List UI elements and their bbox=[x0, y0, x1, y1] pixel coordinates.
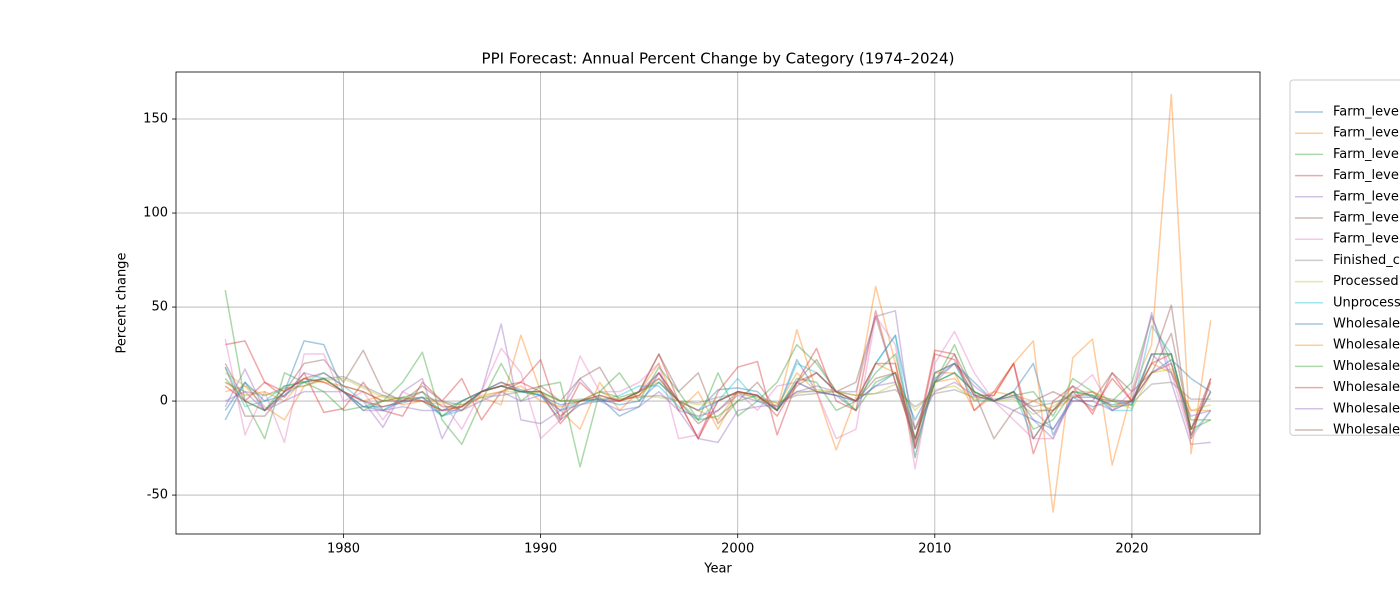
x-tick-label: 1980 bbox=[327, 542, 360, 557]
series-line bbox=[224, 289, 1211, 468]
legend-label: Wholesale bbox=[1333, 317, 1400, 332]
legend-label: Finished_c bbox=[1333, 253, 1400, 268]
legend-label: Processed bbox=[1333, 274, 1399, 289]
legend-label: Wholesale bbox=[1333, 380, 1400, 395]
series-line bbox=[224, 368, 1211, 415]
legend-label: Farm_leve bbox=[1333, 189, 1399, 204]
y-tick-label: 50 bbox=[151, 300, 168, 315]
legend-label: Wholesale bbox=[1333, 423, 1400, 438]
grid-layer bbox=[176, 72, 1260, 534]
series-line bbox=[224, 353, 1211, 431]
x-tick-label: 1990 bbox=[524, 542, 557, 557]
series-line bbox=[225, 310, 1212, 455]
x-tick-label: 2020 bbox=[1115, 542, 1148, 557]
legend-label: Farm_leve bbox=[1333, 168, 1399, 183]
legend-box bbox=[1289, 79, 1400, 436]
series-line bbox=[224, 362, 1211, 431]
series-line bbox=[224, 353, 1212, 449]
legend-label: Unprocess bbox=[1333, 295, 1400, 310]
series-line bbox=[224, 325, 1212, 459]
legend-label: Wholesale bbox=[1333, 338, 1400, 353]
legend-label: Wholesale bbox=[1333, 401, 1400, 416]
y-tick-label: 150 bbox=[143, 112, 168, 127]
series-line bbox=[224, 375, 1211, 408]
x-tick-label: 2000 bbox=[721, 542, 754, 557]
y-tick-label: 100 bbox=[143, 206, 168, 221]
series-line bbox=[224, 310, 1211, 449]
series-line bbox=[225, 93, 1212, 513]
legend: Farm_leve Farm_leve Farm_leve Farm_leve Farm… bbox=[1289, 79, 1400, 438]
series-line bbox=[224, 315, 1212, 470]
series-line bbox=[224, 304, 1212, 440]
legend-label: Wholesale bbox=[1333, 359, 1400, 374]
y-axis-label: Percent change bbox=[115, 253, 130, 354]
series-line bbox=[224, 334, 1212, 436]
legend-label: Farm_leve bbox=[1333, 105, 1399, 120]
x-tick-label: 2010 bbox=[918, 542, 951, 557]
plot-frame bbox=[175, 71, 1261, 535]
y-tick-label: 0 bbox=[160, 394, 168, 409]
series-line bbox=[224, 353, 1212, 440]
legend-label: Farm_leve bbox=[1333, 126, 1399, 141]
lines-layer bbox=[224, 93, 1212, 513]
legend-label: Farm_leve bbox=[1333, 211, 1399, 226]
series-line bbox=[224, 315, 1212, 440]
x-axis-label: Year bbox=[703, 562, 732, 577]
chart-title: PPI Forecast: Annual Percent Change by C… bbox=[482, 50, 955, 68]
series-line bbox=[224, 358, 1212, 431]
legend-label: Farm_leve bbox=[1333, 147, 1399, 162]
legend-label: Farm_leve bbox=[1333, 232, 1399, 247]
ticks-layer: 1980 1990 2000 2010 2020 -50 0 50 100 150 bbox=[143, 112, 1148, 557]
y-tick-label: -50 bbox=[147, 488, 168, 503]
